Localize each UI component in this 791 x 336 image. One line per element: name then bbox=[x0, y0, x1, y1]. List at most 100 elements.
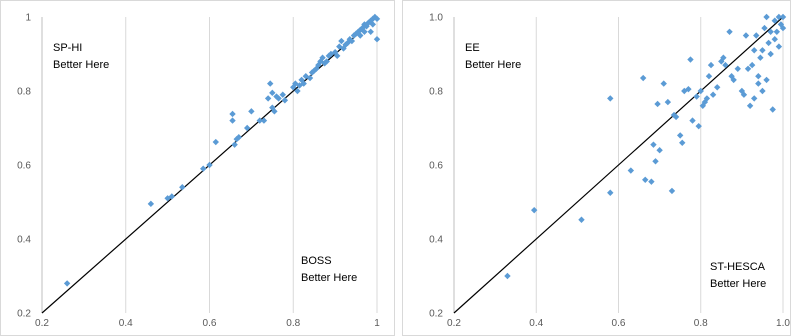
data-point bbox=[689, 117, 696, 124]
data-point bbox=[267, 80, 274, 87]
data-point bbox=[346, 36, 353, 43]
annotation-top-left: Better Here bbox=[53, 59, 109, 71]
data-point bbox=[235, 134, 243, 141]
data-point bbox=[771, 17, 778, 24]
data-point bbox=[292, 80, 299, 87]
y-tick-label: 0.6 bbox=[429, 161, 443, 172]
data-point bbox=[338, 37, 345, 45]
data-point bbox=[269, 89, 276, 97]
data-point bbox=[757, 54, 764, 61]
annotation-bottom-right: Better Here bbox=[710, 278, 766, 290]
data-point bbox=[676, 132, 684, 139]
x-tick-label: 0.2 bbox=[35, 318, 49, 329]
data-point bbox=[718, 58, 725, 65]
data-point bbox=[656, 147, 663, 154]
data-point bbox=[714, 84, 721, 91]
data-point bbox=[179, 184, 186, 191]
data-point bbox=[271, 108, 278, 115]
annotation-top-left: EE bbox=[465, 42, 480, 54]
data-point bbox=[751, 95, 758, 102]
data-point bbox=[294, 87, 301, 95]
data-point bbox=[206, 161, 213, 169]
data-point bbox=[707, 61, 715, 69]
data-point bbox=[373, 15, 381, 23]
data-point bbox=[504, 272, 511, 280]
data-point bbox=[168, 193, 176, 200]
data-point bbox=[765, 39, 772, 47]
data-point bbox=[321, 60, 328, 67]
data-point bbox=[313, 65, 320, 72]
data-point bbox=[367, 28, 374, 35]
data-point bbox=[243, 124, 251, 132]
y-tick-label: 1 bbox=[25, 13, 31, 24]
data-point bbox=[742, 32, 750, 39]
data-point bbox=[300, 80, 307, 87]
left-chart-panel: 0.2 0.4 0.6 0.8 1 0.2 0.4 0.6 0.8 1 SP-HI Better He… bbox=[0, 0, 395, 336]
data-point bbox=[650, 141, 657, 148]
data-point bbox=[728, 73, 735, 80]
data-point bbox=[660, 80, 667, 87]
data-point bbox=[740, 91, 748, 98]
data-point bbox=[775, 43, 783, 50]
data-point bbox=[229, 110, 236, 118]
y-tick-label: 0.2 bbox=[17, 309, 31, 320]
y-tick-label: 0.8 bbox=[17, 87, 31, 98]
data-point bbox=[260, 117, 268, 124]
data-point bbox=[248, 108, 255, 115]
data-point bbox=[726, 28, 733, 35]
data-point bbox=[648, 178, 655, 185]
data-point bbox=[229, 117, 236, 124]
data-point bbox=[779, 24, 787, 32]
data-point bbox=[759, 47, 766, 54]
data-point bbox=[63, 280, 71, 287]
annotation-bottom-right: ST-HESCA bbox=[710, 261, 766, 273]
data-point bbox=[720, 54, 727, 61]
data-point bbox=[664, 98, 672, 106]
data-point bbox=[639, 74, 647, 82]
data-point bbox=[679, 139, 686, 146]
data-point bbox=[302, 73, 310, 80]
data-point bbox=[767, 28, 774, 35]
data-point bbox=[751, 47, 758, 54]
data-point bbox=[264, 95, 272, 102]
x-tick-label: 0.4 bbox=[119, 318, 133, 329]
data-point bbox=[212, 138, 219, 146]
data-point bbox=[730, 76, 737, 84]
x-tick-label: 1 bbox=[374, 318, 380, 329]
data-point bbox=[530, 206, 538, 214]
data-point bbox=[200, 165, 207, 172]
data-point bbox=[652, 158, 659, 165]
data-point bbox=[275, 95, 282, 102]
data-point bbox=[578, 216, 585, 223]
data-point bbox=[642, 176, 649, 183]
annotation-top-left: SP-HI bbox=[53, 42, 82, 54]
data-point bbox=[761, 24, 768, 32]
data-point bbox=[281, 97, 289, 104]
data-point bbox=[256, 117, 263, 124]
data-point bbox=[627, 167, 635, 174]
data-point bbox=[654, 100, 661, 108]
x-tick-label: 0.6 bbox=[612, 318, 626, 329]
data-point bbox=[361, 28, 368, 35]
data-point bbox=[755, 73, 762, 80]
y-tick-label: 0.4 bbox=[429, 235, 443, 246]
data-point bbox=[755, 80, 762, 87]
data-point bbox=[748, 61, 756, 69]
y-tick-label: 0.6 bbox=[17, 161, 31, 172]
y-tick-label: 0.2 bbox=[429, 309, 443, 320]
data-point bbox=[369, 21, 377, 28]
data-point bbox=[693, 93, 700, 100]
data-point bbox=[290, 84, 297, 91]
x-tick-label: 1.0 bbox=[776, 318, 790, 329]
right-scatter-chart: 0.2 0.4 0.6 0.8 1.0 0.2 0.4 0.6 0.8 1.0 EE Better H… bbox=[402, 0, 791, 336]
data-point bbox=[319, 54, 326, 61]
x-tick-label: 0.4 bbox=[529, 318, 543, 329]
data-point bbox=[334, 52, 341, 60]
data-point bbox=[685, 85, 692, 93]
x-tick-label: 0.6 bbox=[203, 318, 217, 329]
data-point bbox=[763, 13, 770, 21]
data-point bbox=[767, 50, 774, 58]
y-tick-label: 0.4 bbox=[17, 235, 31, 246]
reference-diagonal-line bbox=[453, 16, 784, 314]
x-tick-label: 0.8 bbox=[694, 318, 708, 329]
